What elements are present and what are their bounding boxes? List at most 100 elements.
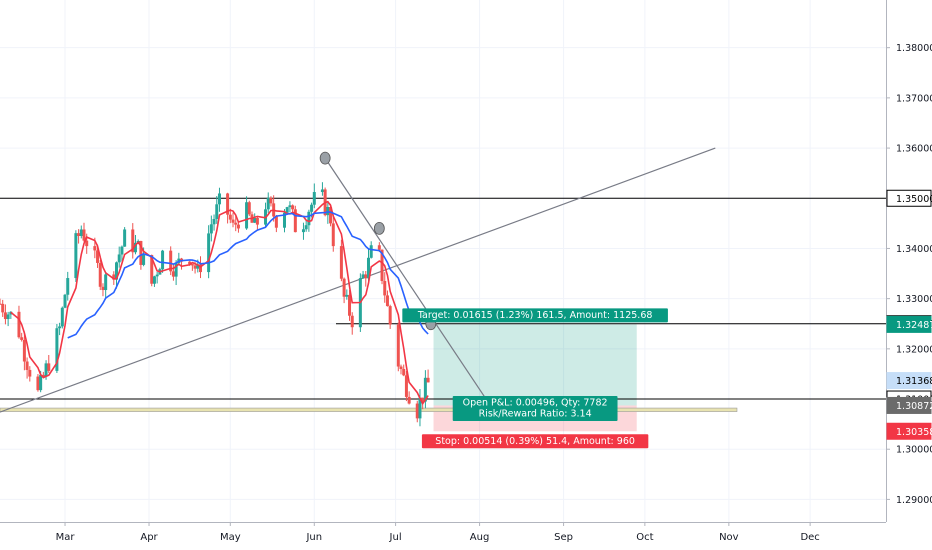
candle-body — [25, 361, 29, 370]
candle-body — [123, 229, 127, 247]
candle-body — [293, 209, 297, 233]
trend-line — [324, 157, 489, 402]
candle-body — [28, 369, 32, 377]
candle-body — [150, 255, 154, 284]
moving-average-line — [67, 211, 429, 339]
candle-body — [253, 217, 257, 223]
time-axis-bg — [0, 522, 886, 550]
pattern-point-marker — [373, 221, 385, 235]
candle-body — [41, 374, 45, 377]
price-badge — [886, 396, 932, 414]
candle-body — [326, 207, 330, 216]
candle-body — [266, 197, 270, 210]
time-tick-label: Mar — [56, 532, 76, 543]
candle-body — [307, 211, 311, 226]
price-badge-label: 1.35000 — [896, 194, 932, 205]
moving-averages — [10, 200, 429, 406]
pnl-label-text: Risk/Reward Ratio: 3.14 — [479, 408, 592, 419]
candle-body — [93, 246, 97, 251]
candle-body — [199, 264, 203, 273]
candle-body — [291, 205, 295, 210]
candle-body — [423, 377, 427, 402]
candle-body — [377, 245, 381, 250]
pnl-label-box — [452, 395, 618, 421]
price-badge — [886, 372, 932, 390]
candle-body — [212, 218, 216, 225]
position-labels: Target: 0.01615 (1.23%) 161.5, Amount: 1… — [402, 308, 668, 449]
price-tick-label: 1.30000 — [896, 445, 932, 456]
candle-body — [60, 307, 64, 327]
candle-body — [388, 306, 392, 325]
candle-body — [404, 375, 408, 397]
candle-body — [415, 403, 419, 419]
candle-body — [190, 264, 194, 266]
price-tick-label: 1.36000 — [896, 144, 932, 155]
candle-body — [20, 337, 24, 340]
candle-body — [44, 363, 48, 377]
candle-body — [98, 262, 102, 287]
target-label-text: Target: 0.01615 (1.23%) 161.5, Amount: 1… — [417, 310, 653, 321]
price-badge-label: 1.30358 — [896, 427, 932, 438]
candle-body — [0, 303, 2, 305]
price-badge — [886, 315, 932, 333]
pnl-label-text: Open P&L: 0.00496, Qty: 7782 — [463, 397, 608, 408]
candle-body — [58, 326, 62, 329]
trend-lines[interactable] — [0, 147, 716, 413]
candle-body — [282, 212, 286, 228]
candle-body — [396, 324, 400, 367]
profit-zone — [433, 324, 637, 406]
candle-body — [169, 250, 173, 272]
candle-body — [161, 250, 165, 270]
support-band — [0, 407, 738, 412]
time-tick-label: Nov — [719, 532, 739, 543]
candle-body — [209, 224, 213, 234]
candle-body — [47, 363, 51, 371]
candle-body — [361, 274, 365, 279]
candle-body — [152, 276, 156, 284]
candle-body — [96, 250, 100, 263]
candle-body — [196, 264, 200, 269]
candle-body — [310, 204, 314, 212]
price-badge-label: 1.32487 — [896, 320, 932, 331]
candle-body — [174, 263, 178, 277]
candle-body — [255, 217, 259, 225]
candle-body — [380, 249, 384, 282]
candle-body — [348, 294, 352, 316]
candle-body — [329, 207, 333, 224]
time-tick-label: Oct — [636, 532, 653, 543]
candle-body — [350, 315, 354, 328]
candle-body — [115, 262, 119, 280]
candle-body — [112, 274, 116, 280]
candle-body — [421, 397, 425, 402]
time-tick-label: Sep — [554, 532, 573, 543]
candle-body — [228, 214, 232, 220]
time-axis[interactable]: Mar Apr May Jun Jul Aug Sep Oct Nov Dec — [0, 522, 886, 550]
candle-body — [407, 396, 411, 404]
candle-body — [245, 202, 249, 229]
price-tick-label: 1.34000 — [896, 244, 932, 255]
candle-body — [207, 233, 211, 273]
candle-body — [131, 229, 135, 253]
candle-body — [418, 397, 422, 419]
candle-body — [426, 377, 430, 383]
trend-line — [0, 147, 716, 413]
price-axis[interactable]: 1.38000 1.37000 1.36000 1.35000 1.34000 1.330… — [886, 0, 932, 550]
time-tick-label: May — [220, 532, 241, 543]
candle-body — [399, 366, 403, 370]
price-tick-label: 1.38000 — [896, 43, 932, 54]
candle-body — [1, 303, 5, 313]
candle-body — [22, 339, 26, 362]
candle-body — [36, 376, 40, 391]
candle-body — [339, 246, 343, 279]
candle-body — [234, 222, 238, 225]
support-zone — [0, 407, 738, 412]
candle-body — [101, 286, 105, 291]
candle-body — [217, 193, 221, 205]
candle-body — [269, 197, 273, 204]
candle-body — [17, 311, 21, 338]
candle-body — [55, 328, 59, 371]
time-tick-label: Apr — [140, 532, 158, 543]
time-tick-label: Dec — [800, 532, 819, 543]
candle-body — [188, 261, 192, 265]
